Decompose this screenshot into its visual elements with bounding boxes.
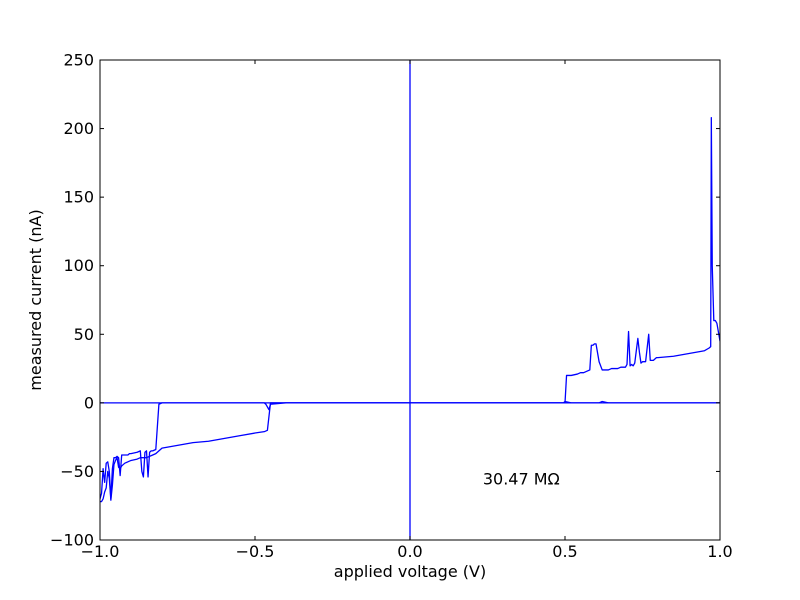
x-tick-label: 0.0 [397, 542, 422, 561]
plot-area: −1.0 −0.5 0.0 0.5 1.0 −100 −50 0 50 100 150 200 250 [50, 51, 733, 562]
x-tick-label: −0.5 [236, 542, 275, 561]
x-tick-label: 0.5 [552, 542, 577, 561]
resistance-annotation: 30.47 MΩ [483, 469, 560, 488]
y-axis-label: measured current (nA) [26, 209, 45, 390]
y-tick-label: −50 [60, 462, 94, 481]
y-tick-label: 150 [63, 188, 94, 207]
x-tick-label: 1.0 [707, 542, 732, 561]
series-line-2 [100, 116, 720, 503]
y-tick-label: 50 [74, 325, 94, 344]
reference-lines [100, 60, 720, 540]
y-tick-label: 0 [84, 393, 94, 412]
y-tick-label: 250 [63, 51, 94, 70]
ticks: −1.0 −0.5 0.0 0.5 1.0 −100 −50 0 50 100 150 200 250 [50, 51, 733, 562]
y-tick-label: 200 [63, 119, 94, 138]
x-axis-label: applied voltage (V) [334, 562, 486, 581]
y-tick-label: 100 [63, 256, 94, 275]
x-tick-label: −1.0 [81, 542, 120, 561]
y-tick-label: −100 [50, 531, 94, 550]
